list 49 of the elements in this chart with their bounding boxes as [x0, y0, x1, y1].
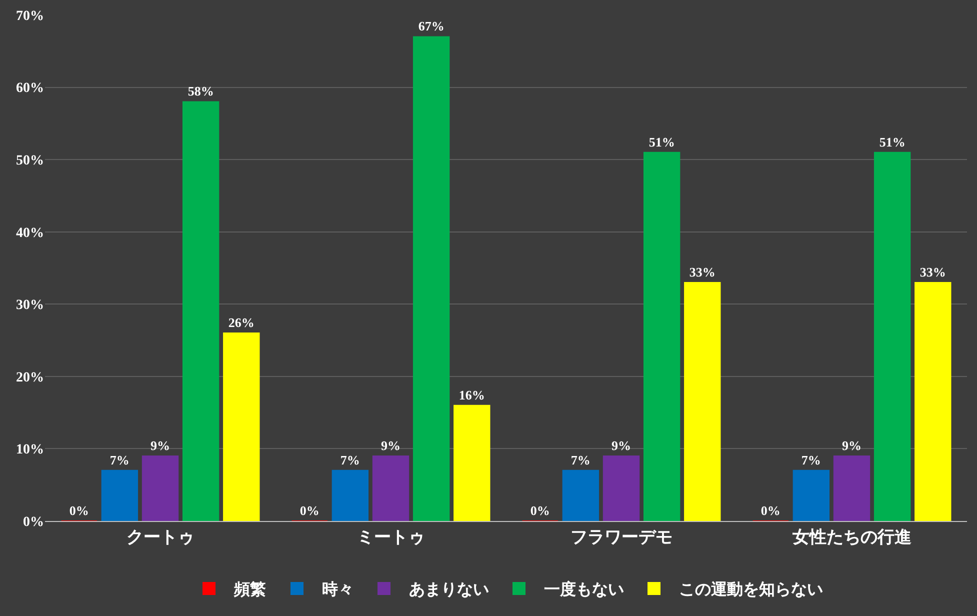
y-tick-label: 70%	[16, 8, 44, 24]
data-label: 16%	[458, 387, 485, 402]
bar	[874, 152, 911, 521]
y-tick-label: 0%	[23, 514, 44, 530]
bar	[833, 455, 870, 521]
y-tick-label: 30%	[16, 298, 44, 314]
data-label: 58%	[188, 84, 214, 99]
legend-label: 一度もない	[544, 580, 624, 599]
data-label: 7%	[110, 452, 130, 468]
data-label: 7%	[340, 452, 360, 468]
data-label: 9%	[381, 438, 400, 453]
x-tick-label: 女性たちの行進	[791, 527, 912, 546]
data-label: 7%	[570, 452, 590, 468]
bar	[643, 152, 680, 521]
y-tick-label: 50%	[16, 153, 44, 168]
data-label: 51%	[879, 134, 906, 150]
bar	[412, 36, 450, 521]
data-label: 0%	[530, 503, 550, 518]
bar	[562, 470, 600, 521]
bar	[372, 455, 410, 521]
data-label: 9%	[612, 438, 631, 453]
data-label: 0%	[300, 503, 320, 518]
bar	[454, 404, 490, 521]
data-label: 33%	[920, 264, 946, 280]
x-tick-label: クートゥ	[126, 527, 194, 546]
bar	[223, 332, 260, 521]
x-tick-label: ミートゥ	[356, 527, 425, 546]
data-label: 26%	[228, 315, 254, 330]
bar	[684, 282, 721, 521]
bar	[914, 282, 952, 521]
bar	[332, 470, 369, 521]
y-tick-label: 10%	[16, 442, 44, 458]
bar	[142, 455, 179, 521]
bar	[101, 470, 138, 521]
data-label: 9%	[150, 438, 170, 453]
data-label: 51%	[648, 134, 675, 150]
data-label: 9%	[842, 438, 862, 453]
data-label: 67%	[418, 18, 444, 34]
y-tick-label: 20%	[16, 370, 44, 386]
x-tick-label: フラワーデモ	[570, 527, 672, 546]
data-label: 7%	[801, 452, 821, 468]
y-tick-label: 60%	[16, 81, 44, 96]
y-tick-label: 40%	[16, 226, 44, 241]
bar	[182, 101, 220, 521]
data-label: 0%	[760, 503, 780, 518]
data-label: 33%	[689, 264, 716, 280]
bar	[792, 470, 830, 521]
data-label: 0%	[69, 503, 89, 518]
bar	[602, 455, 640, 521]
